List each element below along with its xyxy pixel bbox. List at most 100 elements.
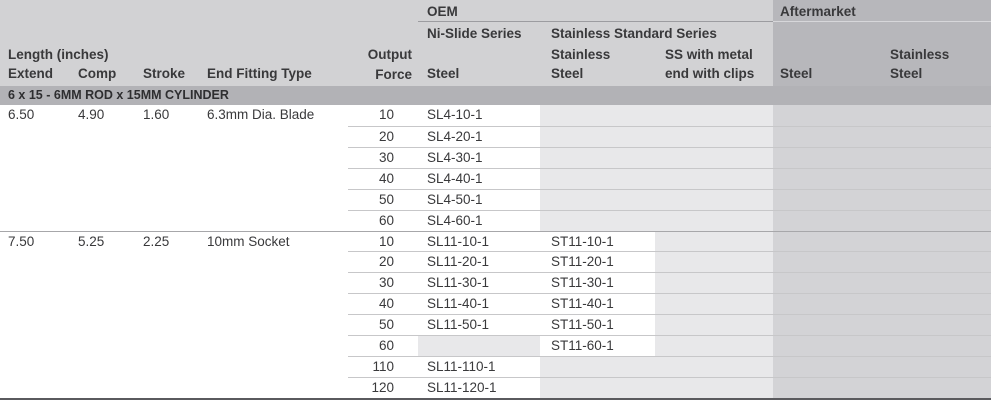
cell-stroke (135, 314, 200, 336)
cell-aftermarket-stainless-part (882, 125, 991, 147)
cell-aftermarket-steel-part (773, 335, 882, 357)
cell-oem-stainless-part (540, 356, 655, 377)
cell-aftermarket-steel-part (773, 356, 882, 377)
cell-stroke: 2.25 (135, 230, 200, 252)
cell-aftermarket-steel-part (773, 167, 882, 189)
cell-end-fitting-type: 6.3mm Dia. Blade (200, 105, 348, 126)
cell-oem-steel-part: SL11-40-1 (418, 293, 540, 315)
cell-extend (0, 356, 70, 377)
cell-stroke (135, 125, 200, 147)
cell-extend (0, 293, 70, 315)
cell-stroke (135, 209, 200, 231)
aftermarket-header-background (773, 0, 991, 86)
cell-output-force: 120 (348, 376, 418, 398)
cell-aftermarket-stainless-part (882, 105, 991, 126)
column-group-length: Length (inches) (8, 47, 109, 62)
cell-end-fitting-type (200, 251, 348, 273)
cell-oem-steel-part: SL4-50-1 (418, 188, 540, 210)
cell-oem-ss-metal-part (655, 356, 773, 377)
cell-stroke (135, 335, 200, 357)
cell-comp (70, 272, 135, 294)
cell-output-force: 20 (348, 125, 418, 147)
column-header-oem-steel: Steel (427, 66, 460, 81)
column-header-ss-metal-end-clips: SS with metal end with clips (665, 47, 755, 81)
column-header-aftermarket-stainless-steel: Stainless Steel (890, 47, 950, 81)
cell-comp: 4.90 (70, 105, 135, 126)
cell-output-force: 30 (348, 272, 418, 294)
cell-oem-steel-part: SL4-40-1 (418, 167, 540, 189)
cell-aftermarket-steel-part (773, 146, 882, 168)
cell-end-fitting-type (200, 125, 348, 147)
cell-output-force: 60 (348, 209, 418, 231)
cell-comp (70, 293, 135, 315)
cell-oem-stainless-part (540, 146, 655, 168)
cell-stroke (135, 376, 200, 398)
cell-aftermarket-stainless-part (882, 314, 991, 336)
section-title-row: 6 x 15 - 6MM ROD x 15MM CYLINDER (0, 86, 991, 105)
cell-oem-stainless-part: ST11-40-1 (540, 293, 655, 315)
cell-aftermarket-steel-part (773, 251, 882, 273)
cell-extend: 7.50 (0, 230, 70, 252)
cell-comp (70, 376, 135, 398)
cell-stroke (135, 356, 200, 377)
table-body: 6.50 4.90 1.60 6.3mm Dia. Blade 10 SL4-10-1 20… (0, 105, 991, 398)
cell-oem-ss-metal-part (655, 376, 773, 398)
cell-oem-steel-part: SL11-10-1 (418, 230, 540, 252)
cell-aftermarket-stainless-part (882, 146, 991, 168)
cell-aftermarket-steel-part (773, 209, 882, 231)
cell-output-force: 10 (348, 230, 418, 252)
section-title: 6 x 15 - 6MM ROD x 15MM CYLINDER (8, 88, 229, 102)
cell-comp (70, 335, 135, 357)
column-group-aftermarket: Aftermarket (780, 4, 856, 19)
cell-aftermarket-steel-part (773, 272, 882, 294)
cell-aftermarket-stainless-part (882, 293, 991, 315)
cell-output-force: 20 (348, 251, 418, 273)
cell-comp (70, 209, 135, 231)
series-header-nislide: Ni-Slide Series (427, 26, 522, 41)
cell-extend (0, 209, 70, 231)
cell-oem-stainless-part: ST11-10-1 (540, 230, 655, 252)
cell-oem-steel-part: SL11-30-1 (418, 272, 540, 294)
cell-end-fitting-type: 10mm Socket (200, 230, 348, 252)
cell-aftermarket-steel-part (773, 293, 882, 315)
cell-output-force: 50 (348, 188, 418, 210)
cell-end-fitting-type (200, 376, 348, 398)
cell-oem-stainless-part (540, 209, 655, 231)
cell-end-fitting-type (200, 146, 348, 168)
cell-stroke: 1.60 (135, 105, 200, 126)
cell-output-force: 40 (348, 293, 418, 315)
cell-comp (70, 356, 135, 377)
cell-oem-stainless-part (540, 167, 655, 189)
cell-aftermarket-stainless-part (882, 356, 991, 377)
cell-end-fitting-type (200, 293, 348, 315)
cell-extend (0, 335, 70, 357)
cell-end-fitting-type (200, 209, 348, 231)
table-bottom-border (0, 397, 991, 400)
cell-oem-stainless-part (540, 376, 655, 398)
cell-extend (0, 125, 70, 147)
cell-extend (0, 314, 70, 336)
cell-oem-ss-metal-part (655, 125, 773, 147)
cell-aftermarket-stainless-part (882, 209, 991, 231)
cell-extend (0, 167, 70, 189)
column-header-aftermarket-steel: Steel (780, 66, 813, 81)
cell-oem-ss-metal-part (655, 209, 773, 231)
cell-aftermarket-stainless-part (882, 272, 991, 294)
cell-stroke (135, 188, 200, 210)
cell-oem-stainless-part: ST11-20-1 (540, 251, 655, 273)
column-group-oem: OEM (427, 4, 458, 19)
cell-oem-steel-part: SL4-20-1 (418, 125, 540, 147)
cell-oem-stainless-part (540, 188, 655, 210)
cell-oem-steel-part: SL11-50-1 (418, 314, 540, 336)
cell-extend (0, 272, 70, 294)
oem-group-underline (418, 21, 773, 22)
cell-oem-stainless-part: ST11-50-1 (540, 314, 655, 336)
cell-oem-ss-metal-part (655, 335, 773, 357)
cell-oem-steel-part: SL11-20-1 (418, 251, 540, 273)
cell-stroke (135, 251, 200, 273)
cell-comp: 5.25 (70, 230, 135, 252)
cell-oem-steel-part: SL11-120-1 (418, 376, 540, 398)
cell-end-fitting-type (200, 272, 348, 294)
cell-extend (0, 146, 70, 168)
